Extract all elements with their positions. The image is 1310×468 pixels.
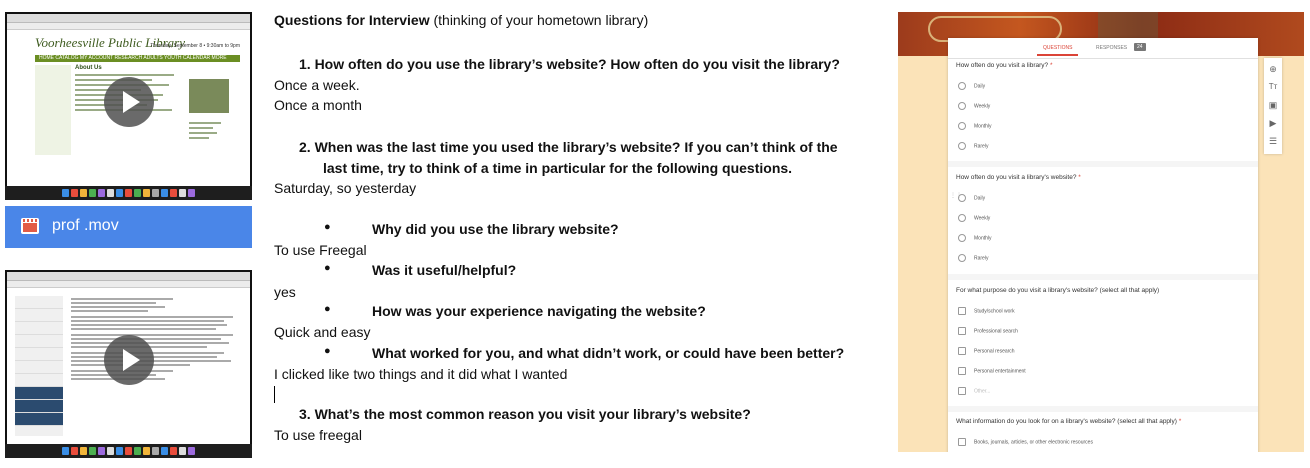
sub-question-2: Was it useful/helpful? — [372, 262, 517, 278]
radio-icon — [958, 82, 966, 90]
add-video-icon[interactable]: ▶ — [1269, 118, 1277, 128]
bullet: ● — [324, 303, 331, 315]
question-3: 3. What’s the most common reason you vis… — [299, 406, 751, 422]
checkbox-icon — [958, 367, 966, 375]
add-section-icon[interactable]: ☰ — [1268, 136, 1278, 146]
radio-option[interactable]: Daily — [958, 194, 985, 202]
question-title: How often do you visit a library? * — [956, 62, 1053, 69]
checkbox-icon — [958, 327, 966, 335]
add-image-icon[interactable]: ▣ — [1268, 100, 1278, 110]
tab-responses[interactable]: RESPONSES — [1096, 45, 1128, 51]
website-sidebar — [15, 296, 63, 436]
form-tabs: QUESTIONS RESPONSES 24 — [948, 38, 1258, 59]
checkbox-icon — [958, 347, 966, 355]
sub-answer-4: I clicked like two things and it did wha… — [274, 366, 568, 382]
dock-bar — [5, 444, 252, 458]
radio-option[interactable]: Monthly — [958, 122, 992, 130]
library-building-photo — [189, 79, 229, 113]
browser-tab-bar — [7, 272, 250, 281]
sub-question-3: How was your experience navigating the w… — [372, 303, 706, 319]
sub-question-4: What worked for you, and what didn’t wor… — [372, 345, 845, 361]
sub-answer-2: yes — [274, 284, 296, 300]
add-question-icon[interactable]: ⊕ — [1269, 64, 1277, 74]
add-title-icon[interactable]: Tт — [1268, 82, 1278, 91]
question-title: What information do you look for on a li… — [956, 418, 1182, 425]
video-file-label[interactable]: prof .mov — [5, 206, 252, 248]
question-divider — [948, 274, 1258, 280]
sub-answer-1: To use Freegal — [274, 242, 367, 258]
library-nav-bar: HOME CATALOG MY ACCOUNT RESEARCH ADULTS … — [35, 55, 240, 62]
document-title-bold: Questions for Interview — [274, 12, 430, 28]
checkbox-option[interactable]: Books, journals, articles, or other elec… — [958, 438, 1093, 446]
form-card: QUESTIONS RESPONSES 24 How often do you … — [948, 38, 1258, 452]
checkbox-icon — [958, 438, 966, 446]
video-file-name: prof .mov — [52, 217, 119, 234]
checkbox-option-other[interactable]: Other... — [958, 387, 990, 395]
responses-count-badge: 24 — [1134, 43, 1146, 51]
text-cursor — [274, 386, 275, 403]
question-title: How often do you visit a library's websi… — [956, 174, 1081, 181]
clapperboard-icon — [21, 218, 39, 234]
question-2-line-1: 2. When was the last time you used the l… — [299, 139, 838, 155]
library-section-heading: About Us — [75, 65, 102, 71]
dock-bar — [5, 186, 252, 200]
sub-question-1: Why did you use the library website? — [372, 221, 619, 237]
answer-1a: Once a week. — [274, 77, 360, 93]
radio-icon — [958, 214, 966, 222]
play-icon[interactable] — [103, 335, 154, 385]
drag-handle-icon[interactable]: ⋮⋮ — [950, 193, 962, 199]
radio-option[interactable]: Rarely — [958, 142, 988, 150]
checkbox-icon — [958, 307, 966, 315]
radio-option[interactable]: Weekly — [958, 214, 990, 222]
form-tools-sidebar: ⊕ Tт ▣ ▶ ☰ — [1264, 58, 1282, 154]
browser-tab-bar — [7, 14, 250, 23]
document-title: Questions for Interview (thinking of you… — [274, 12, 648, 28]
radio-icon — [958, 234, 966, 242]
radio-icon — [958, 254, 966, 262]
checkbox-icon — [958, 387, 966, 395]
radio-option[interactable]: Monthly — [958, 234, 992, 242]
bullet: ● — [324, 262, 331, 274]
bullet: ● — [324, 345, 331, 357]
radio-option[interactable]: Weekly — [958, 102, 990, 110]
checkbox-option[interactable]: Personal entertainment — [958, 367, 1026, 375]
library-logo: Voorheesville Public Library — [35, 35, 185, 50]
answer-1b: Once a month — [274, 97, 362, 113]
library-sidebar — [35, 65, 71, 155]
tab-questions[interactable]: QUESTIONS — [1036, 45, 1080, 56]
play-icon[interactable] — [103, 77, 154, 127]
radio-icon — [958, 122, 966, 130]
radio-option[interactable]: Rarely — [958, 254, 988, 262]
radio-icon — [958, 194, 966, 202]
website-main-content — [71, 296, 241, 444]
checkbox-option[interactable]: Study/school work — [958, 307, 1015, 315]
browser-address-bar — [7, 281, 250, 288]
radio-icon — [958, 102, 966, 110]
video-thumbnail-1[interactable]: Voorheesville Public Library Thursday, S… — [5, 12, 252, 200]
video-thumbnail-2[interactable] — [5, 270, 252, 458]
question-1: 1. How often do you use the library’s we… — [299, 56, 840, 72]
radio-option[interactable]: Daily — [958, 82, 985, 90]
survey-form-screenshot: QUESTIONS RESPONSES 24 How often do you … — [898, 12, 1304, 452]
browser-address-bar — [7, 23, 250, 30]
answer-3: To use freegal — [274, 427, 362, 443]
checkbox-option[interactable]: Personal research — [958, 347, 1015, 355]
question-title: For what purpose do you visit a library'… — [956, 287, 1160, 294]
question-divider — [948, 406, 1258, 412]
library-hours: Thursday, September 8 • 9:30am to 9pm — [150, 43, 240, 49]
bullet: ● — [324, 221, 331, 233]
answer-2: Saturday, so yesterday — [274, 180, 417, 196]
sub-answer-3: Quick and easy — [274, 324, 371, 340]
checkbox-option[interactable]: Professional search — [958, 327, 1018, 335]
document-title-rest: (thinking of your hometown library) — [429, 12, 649, 28]
library-links-column — [189, 119, 229, 159]
question-divider — [948, 161, 1258, 167]
radio-icon — [958, 142, 966, 150]
question-2-line-2: last time, try to think of a time in par… — [323, 160, 793, 176]
